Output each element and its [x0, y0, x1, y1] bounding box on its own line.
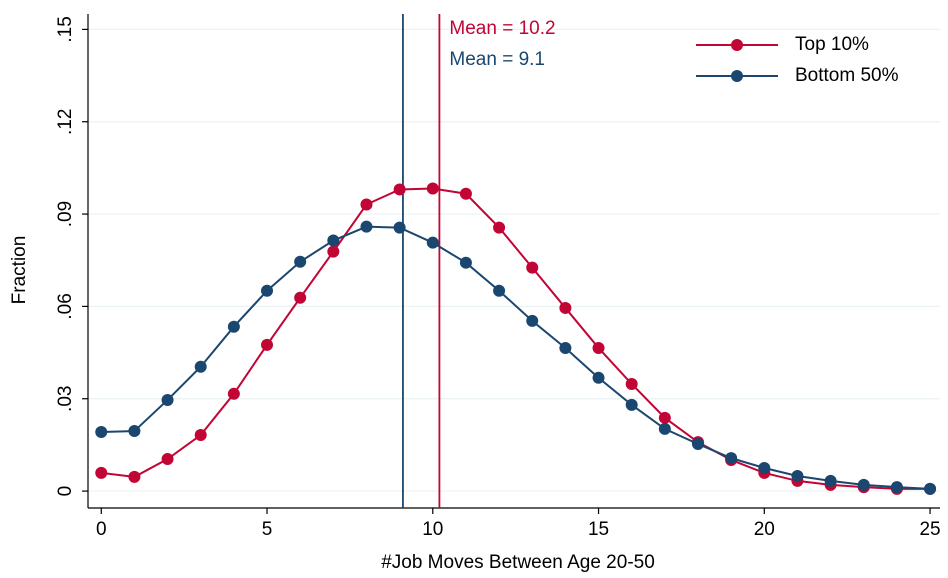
y-tick-label: 0: [55, 486, 76, 497]
point: [559, 301, 572, 314]
point: [426, 182, 439, 195]
point: [625, 398, 638, 411]
point: [95, 425, 108, 438]
point: [625, 377, 638, 390]
x-tick-label: 20: [754, 519, 775, 540]
y-tick-label: .15: [55, 16, 76, 42]
point: [758, 461, 771, 474]
point: [161, 453, 174, 466]
point: [261, 284, 274, 297]
point: [890, 481, 903, 494]
y-tick-label: .12: [55, 109, 76, 135]
series-line: [101, 225, 931, 490]
y-tick-label: .03: [55, 386, 76, 412]
legend-marker: [731, 39, 743, 51]
y-tick-label: .09: [55, 201, 76, 227]
point: [857, 478, 870, 491]
point: [459, 256, 472, 269]
legend-label: Top 10%: [795, 34, 869, 55]
x-tick-label: 25: [919, 519, 940, 540]
point: [360, 198, 373, 211]
point: [725, 452, 738, 465]
point: [493, 221, 506, 234]
point: [128, 425, 141, 438]
y-axis-title: Fraction: [9, 236, 30, 305]
point: [526, 314, 539, 327]
point: [128, 470, 141, 483]
point: [658, 422, 671, 435]
point: [559, 341, 572, 354]
point: [95, 466, 108, 479]
point: [791, 469, 804, 482]
mean-label: Mean = 9.1: [449, 49, 545, 70]
point: [824, 474, 837, 487]
legend-marker: [731, 70, 743, 82]
point: [924, 482, 937, 495]
x-tick-label: 0: [96, 519, 107, 540]
point: [327, 234, 340, 247]
point: [393, 183, 406, 196]
point: [426, 236, 439, 249]
legend-label: Bottom 50%: [795, 65, 899, 86]
point: [526, 261, 539, 274]
point: [194, 429, 207, 442]
x-axis-title: #Job Moves Between Age 20-50: [381, 552, 655, 573]
x-tick-label: 10: [422, 519, 443, 540]
point: [592, 371, 605, 384]
point: [261, 338, 274, 351]
x-tick-label: 15: [588, 519, 609, 540]
point: [161, 393, 174, 406]
point: [459, 187, 472, 200]
point: [327, 245, 340, 258]
point: [194, 360, 207, 373]
x-tick-label: 5: [262, 519, 273, 540]
series-line: [101, 187, 931, 490]
mean-label: Mean = 10.2: [449, 18, 555, 39]
point: [393, 221, 406, 234]
point: [294, 291, 307, 304]
y-tick-label: .06: [55, 293, 76, 319]
point: [360, 220, 373, 233]
point: [493, 284, 506, 297]
point: [294, 255, 307, 268]
point: [691, 437, 704, 450]
point: [592, 341, 605, 354]
point: [227, 387, 240, 400]
point: [658, 411, 671, 424]
point: [227, 320, 240, 333]
